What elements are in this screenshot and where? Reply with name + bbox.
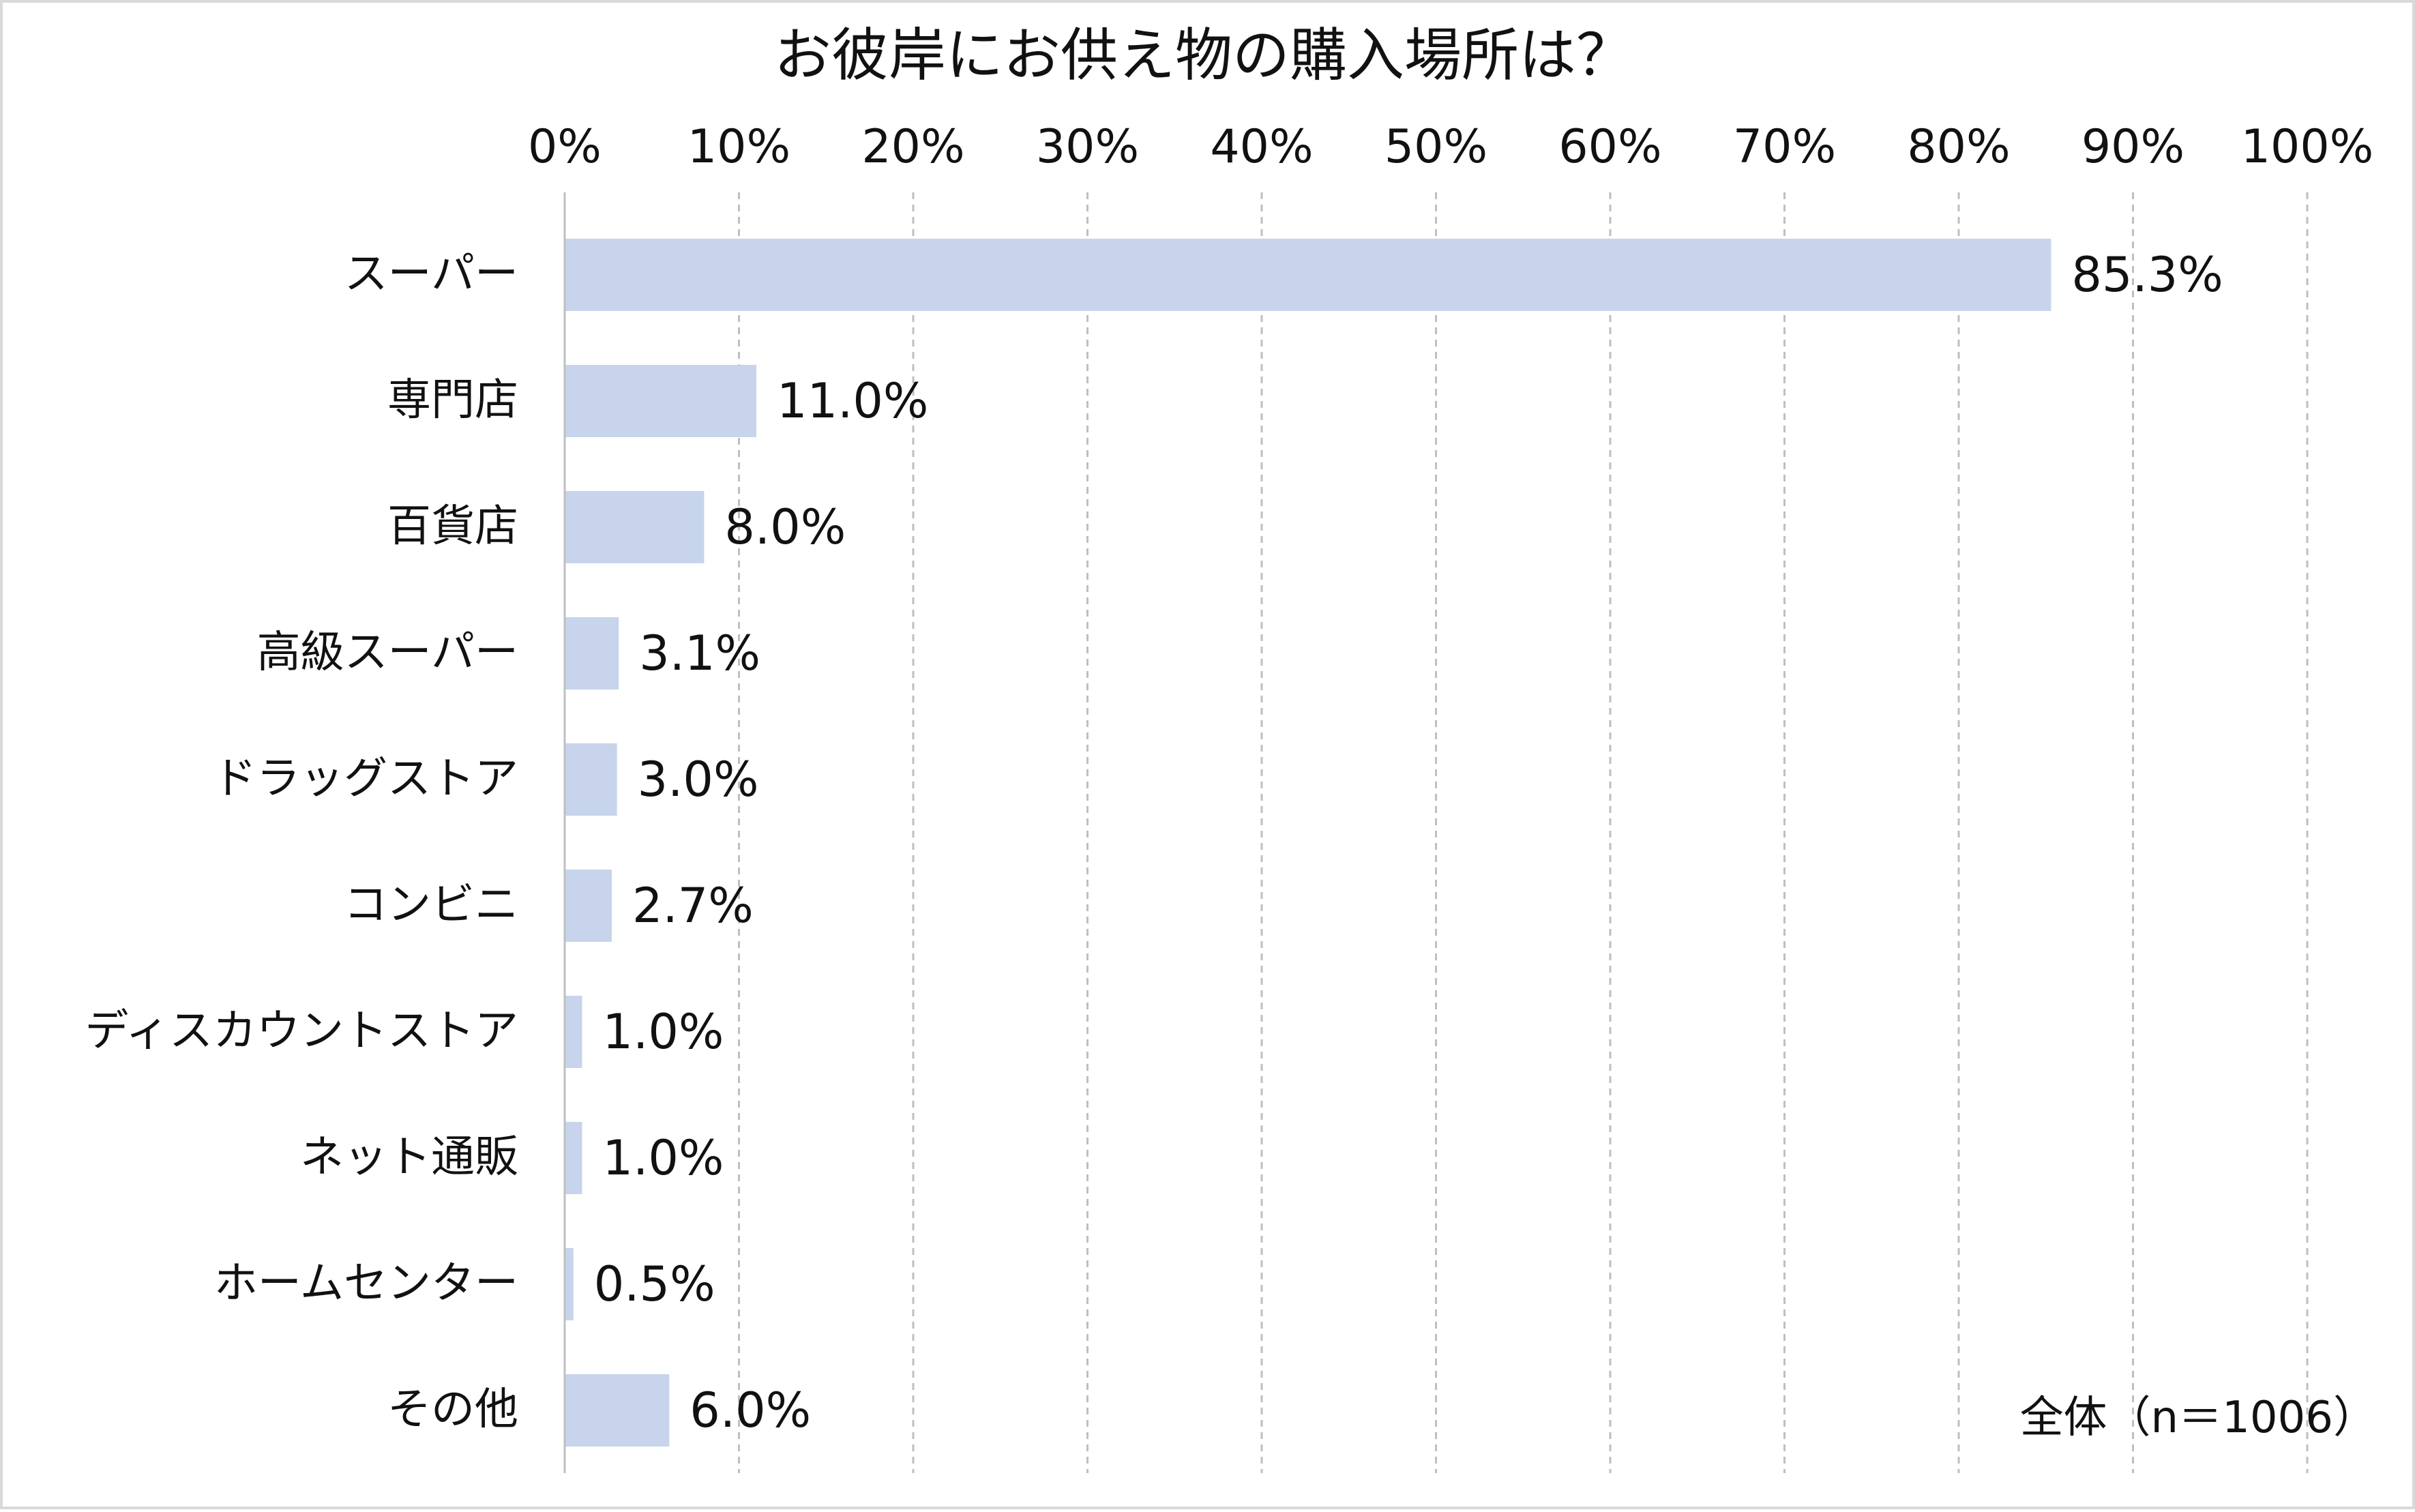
x-axis-ticks: 0% 10% 20% 30% 40% 50% 60% 70% 80% 90% 100% <box>528 120 2373 174</box>
bar <box>565 870 612 942</box>
category-label: スーパー <box>344 249 518 299</box>
x-tick-label: 80% <box>1907 120 2010 174</box>
bar <box>565 1374 670 1447</box>
value-label: 85.3% <box>2071 247 2223 303</box>
value-label: 11.0% <box>777 373 928 429</box>
x-tick-label: 70% <box>1733 120 1836 174</box>
category-label: ディスカウントストア <box>85 1006 518 1056</box>
value-label: 6.0% <box>690 1382 811 1438</box>
value-label: 0.5% <box>594 1256 715 1312</box>
value-label: 2.7% <box>632 878 754 934</box>
x-tick-label: 40% <box>1210 120 1313 174</box>
bar <box>565 491 705 563</box>
bar <box>565 239 2051 311</box>
value-label: 3.1% <box>639 625 760 681</box>
bar <box>565 365 757 437</box>
sample-size-note: 全体（n＝1006） <box>2020 1393 2377 1443</box>
bar <box>565 996 582 1068</box>
x-tick-label: 20% <box>861 120 964 174</box>
category-label: ネット通販 <box>300 1132 518 1183</box>
x-tick-label: 0% <box>528 120 602 174</box>
x-tick-label: 60% <box>1558 120 1661 174</box>
x-tick-label: 100% <box>2241 120 2373 174</box>
x-tick-label: 50% <box>1384 120 1487 174</box>
bar <box>565 617 619 690</box>
category-labels: スーパー専門店百貨店高級スーパードラッグストアコンビニディスカウントストアネット… <box>85 249 518 1435</box>
x-tick-label: 30% <box>1036 120 1139 174</box>
category-label: ドラッグストア <box>213 754 518 804</box>
value-label: 8.0% <box>724 499 846 555</box>
category-label: その他 <box>387 1384 518 1435</box>
value-label: 1.0% <box>603 1004 724 1060</box>
value-label: 3.0% <box>638 752 759 807</box>
chart-title: お彼岸にお供え物の購入場所は？ <box>774 22 1633 89</box>
category-label: 専門店 <box>387 375 518 426</box>
bar <box>565 1248 574 1320</box>
bars <box>565 239 2051 1447</box>
category-label: コンビニ <box>344 880 518 930</box>
value-labels: 85.3% 11.0% 8.0% 3.1% 3.0% 2.7% 1.0% 1.0% 0.5% 6.… <box>594 247 2223 1438</box>
bar <box>565 743 617 816</box>
x-tick-label: 90% <box>2081 120 2184 174</box>
category-label: 百貨店 <box>387 501 518 552</box>
bar <box>565 1122 582 1194</box>
category-label: ホームセンター <box>214 1258 518 1309</box>
category-label: 高級スーパー <box>257 627 518 678</box>
value-label: 1.0% <box>603 1130 724 1186</box>
x-tick-label: 10% <box>687 120 790 174</box>
